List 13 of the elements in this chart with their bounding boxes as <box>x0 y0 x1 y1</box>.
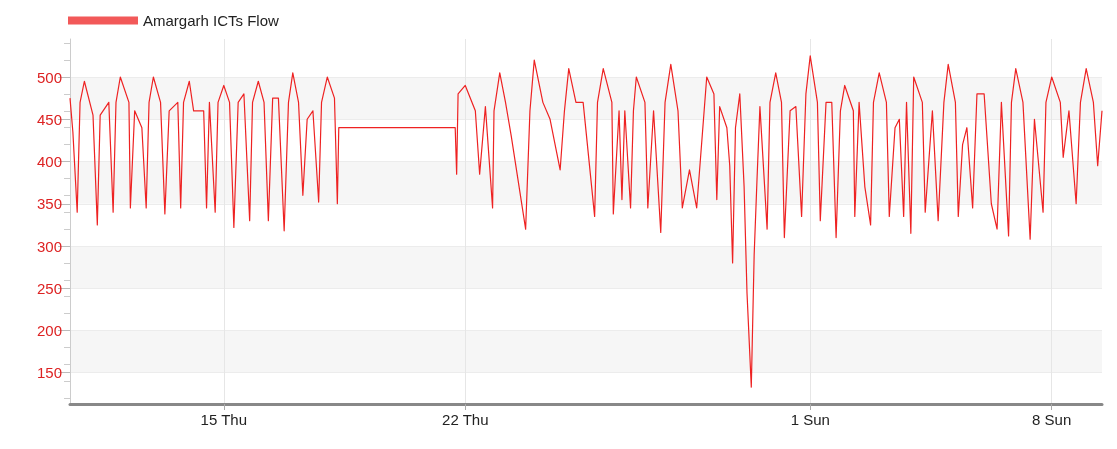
y-tick-label: 450 <box>36 110 62 128</box>
legend-label: Amargarh ICTs Flow <box>143 12 280 29</box>
x-tick-label: 8 Sun <box>1032 411 1072 428</box>
y-tick-label: 400 <box>36 153 62 171</box>
y-tick-label: 200 <box>36 321 62 339</box>
x-tick-label: 15 Thu <box>200 411 248 428</box>
x-tick-label: 22 Thu <box>442 411 489 428</box>
y-tick-label: 250 <box>36 279 62 297</box>
y-tick-label: 350 <box>36 195 62 213</box>
y-tick-label: 500 <box>36 68 62 86</box>
y-tick-label: 300 <box>36 237 62 255</box>
y-tick-label: 150 <box>36 364 62 382</box>
x-tick-label: 1 Sun <box>790 411 830 428</box>
